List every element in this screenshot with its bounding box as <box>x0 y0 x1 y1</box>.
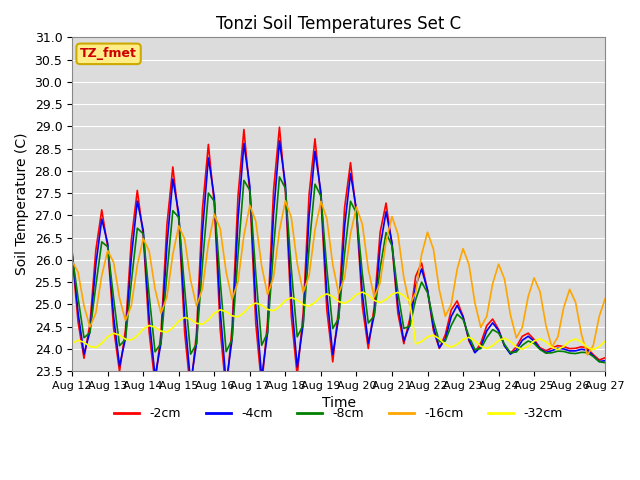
Title: Tonzi Soil Temperatures Set C: Tonzi Soil Temperatures Set C <box>216 15 461 33</box>
Y-axis label: Soil Temperature (C): Soil Temperature (C) <box>15 133 29 276</box>
Legend: -2cm, -4cm, -8cm, -16cm, -32cm: -2cm, -4cm, -8cm, -16cm, -32cm <box>109 402 568 425</box>
X-axis label: Time: Time <box>322 396 356 410</box>
Text: TZ_fmet: TZ_fmet <box>80 48 137 60</box>
